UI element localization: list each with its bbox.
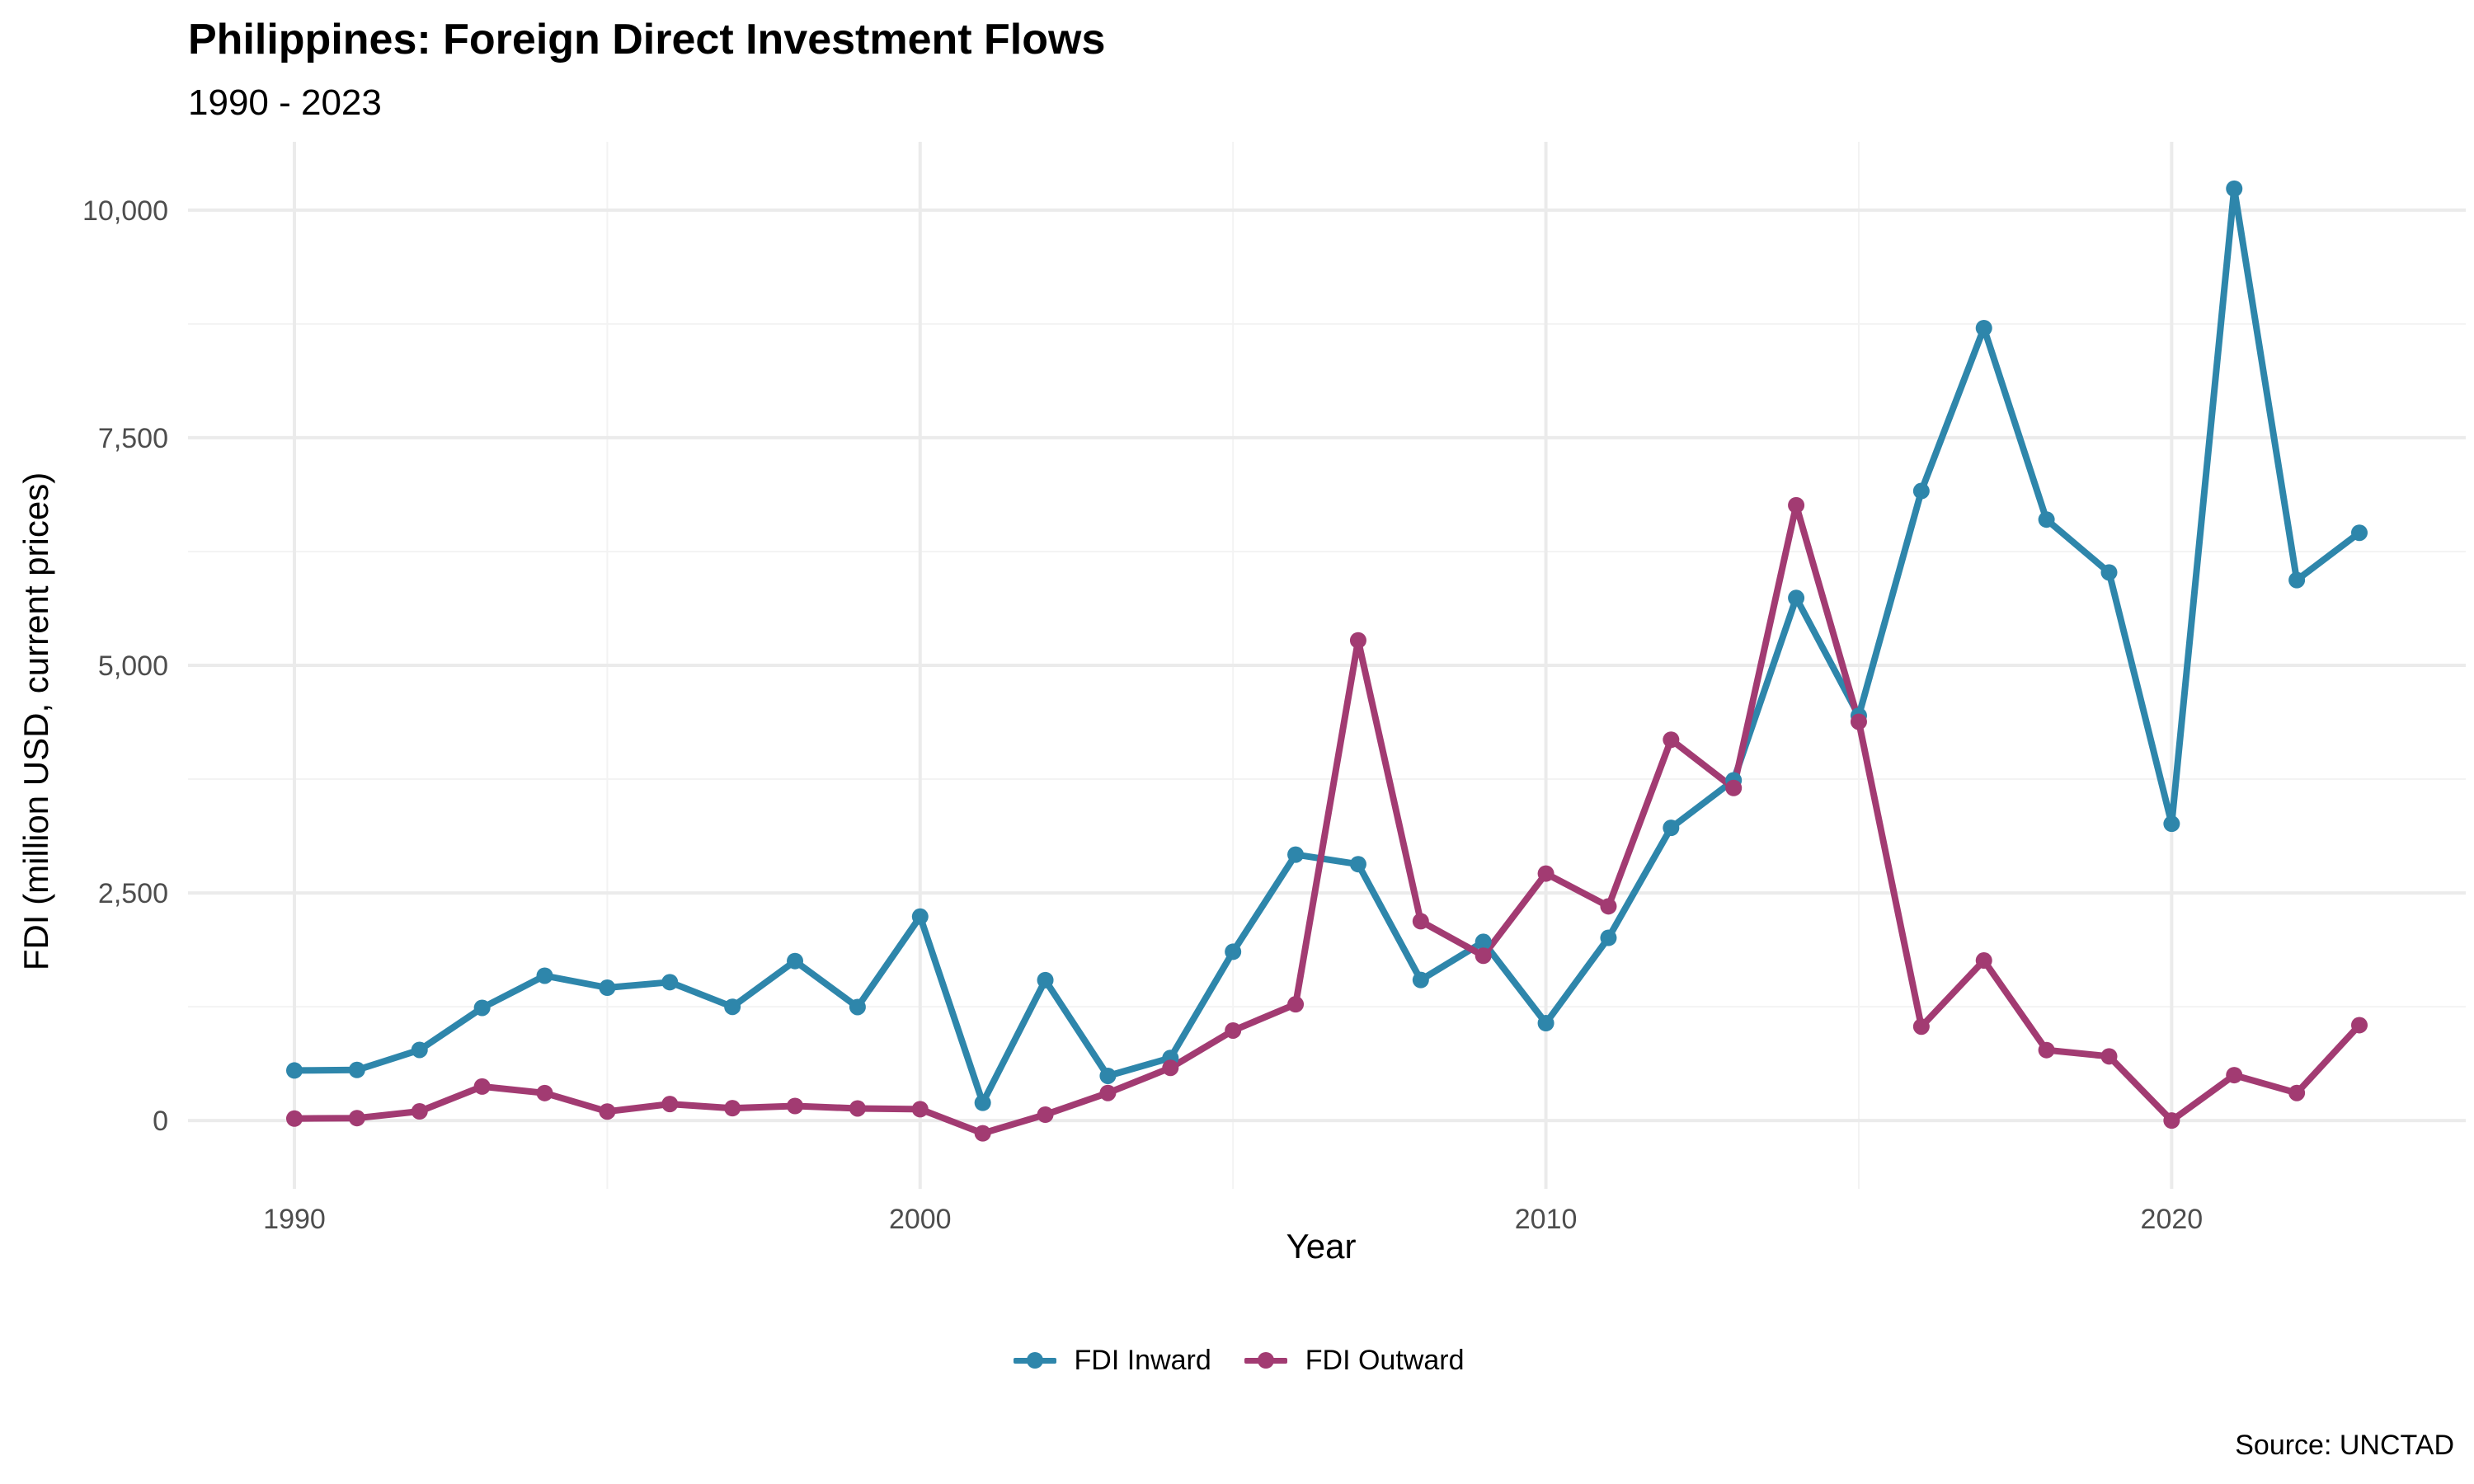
data-point: [2226, 1067, 2243, 1084]
legend-key: [1010, 1344, 1060, 1377]
x-tick-label: 2020: [2141, 1204, 2204, 1235]
data-point: [599, 979, 616, 997]
data-point: [1850, 713, 1867, 730]
data-point: [1099, 1067, 1117, 1084]
data-point: [1537, 1015, 1554, 1032]
data-point: [2100, 564, 2118, 581]
data-point: [285, 1110, 303, 1127]
data-point: [1788, 589, 1805, 607]
y-tick-label: 7,500: [98, 423, 168, 454]
data-point: [1600, 898, 1617, 915]
data-point: [849, 998, 866, 1016]
x-tick-label: 2000: [889, 1204, 952, 1235]
data-point: [1475, 933, 1492, 951]
data-point: [536, 1084, 553, 1101]
data-point: [1725, 779, 1743, 796]
data-point: [2351, 1017, 2368, 1034]
grid-lines: [188, 142, 2466, 1189]
data-point: [285, 1062, 303, 1079]
data-point: [1037, 971, 1054, 989]
data-point: [2100, 1048, 2118, 1065]
source-caption: Source: UNCTAD: [2235, 1430, 2454, 1461]
x-tick-labels: 1990 2000 2010 2020: [263, 1204, 2203, 1235]
data-point: [1912, 482, 1930, 500]
data-point: [1349, 856, 1366, 873]
data-point: [661, 974, 679, 991]
data-point: [974, 1125, 991, 1142]
y-tick-label: 2,500: [98, 878, 168, 909]
series-points: [285, 180, 2368, 1142]
data-point: [2038, 1041, 2055, 1059]
x-tick-label: 2010: [1515, 1204, 1578, 1235]
data-point: [411, 1041, 428, 1059]
series-line-0: [291, 185, 2363, 1106]
data-point: [1600, 929, 1617, 946]
data-point: [2038, 511, 2055, 528]
data-point: [724, 998, 741, 1016]
data-point: [1475, 947, 1492, 965]
data-point: [2288, 1084, 2306, 1101]
data-point: [2288, 571, 2306, 589]
data-point: [1225, 943, 1242, 960]
data-point: [536, 967, 553, 984]
data-point: [1663, 731, 1680, 749]
data-point: [2351, 524, 2368, 542]
legend-item: FDI Outward: [1241, 1344, 1465, 1377]
legend-item: FDI Inward: [1010, 1344, 1211, 1377]
y-tick-label: 10,000: [82, 195, 168, 227]
data-point: [1099, 1084, 1117, 1101]
data-point: [599, 1103, 616, 1120]
data-point: [473, 999, 491, 1017]
data-point: [1663, 819, 1680, 837]
data-point: [2226, 180, 2243, 197]
data-point: [1975, 952, 1992, 970]
data-point: [1287, 996, 1305, 1013]
data-point: [348, 1110, 365, 1127]
y-tick-label: 5,000: [98, 650, 168, 682]
data-point: [1349, 632, 1366, 649]
data-point: [911, 908, 929, 925]
data-point: [1225, 1021, 1242, 1039]
legend-label: FDI Inward: [1074, 1344, 1211, 1376]
legend-key-point: [1026, 1352, 1043, 1369]
data-point: [1412, 971, 1429, 989]
legend-key-point: [1257, 1352, 1274, 1369]
series-lines: [291, 185, 2363, 1137]
data-point: [974, 1094, 991, 1111]
data-point: [2163, 1112, 2180, 1129]
data-point: [849, 1100, 866, 1117]
series-line-1: [291, 501, 2363, 1137]
data-point: [2163, 815, 2180, 833]
data-point: [1912, 1018, 1930, 1036]
chart-subtitle: 1990 - 2023: [188, 82, 382, 123]
data-point: [1412, 913, 1429, 930]
chart-title: Philippines: Foreign Direct Investment F…: [188, 16, 1106, 63]
data-point: [787, 952, 804, 970]
data-point: [661, 1096, 679, 1113]
legend: FDI Inward FDI Outward: [0, 1344, 2474, 1377]
data-point: [1788, 496, 1805, 514]
data-point: [1975, 319, 1992, 336]
data-point: [473, 1078, 491, 1095]
y-tick-label: 0: [153, 1106, 168, 1137]
data-point: [348, 1061, 365, 1078]
x-axis-label: Year: [1286, 1227, 1357, 1266]
data-point: [1537, 865, 1554, 882]
legend-label: FDI Outward: [1305, 1344, 1465, 1376]
data-point: [1287, 846, 1305, 863]
data-point: [724, 1100, 741, 1117]
data-point: [1037, 1106, 1054, 1123]
data-point: [787, 1097, 804, 1115]
x-tick-label: 1990: [263, 1204, 326, 1235]
data-point: [1162, 1059, 1179, 1077]
chart-svg: 0 2,500 5,000 7,500 10,000 1990 2000 2010 2020: [82, 142, 2466, 1235]
legend-key: [1241, 1344, 1291, 1377]
data-point: [911, 1101, 929, 1118]
y-tick-labels: 0 2,500 5,000 7,500 10,000: [82, 195, 168, 1137]
data-point: [411, 1103, 428, 1120]
